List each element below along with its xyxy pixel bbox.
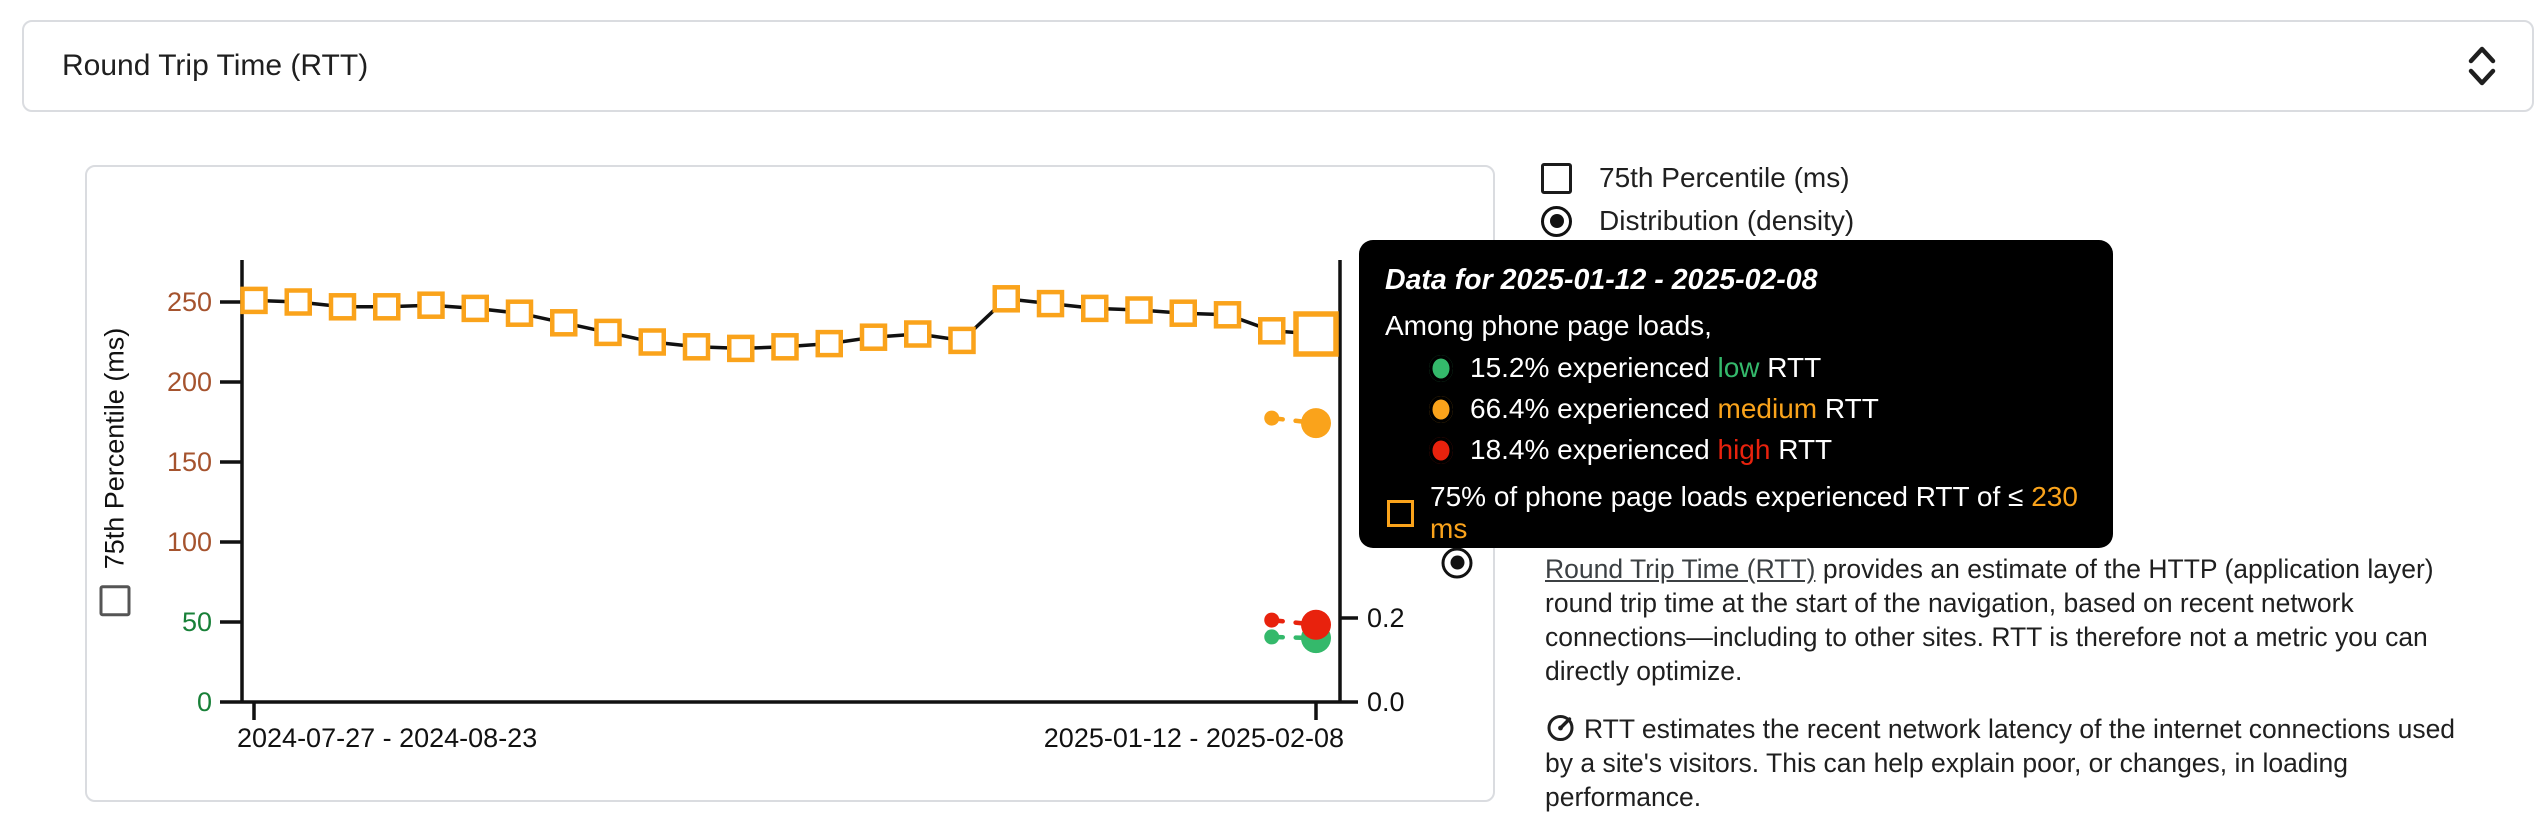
x-axis-label-start: 2024-07-27 - 2024-08-23 xyxy=(237,723,537,753)
left-axis-tick-label: 150 xyxy=(167,447,212,477)
rtt-marker[interactable] xyxy=(815,329,843,358)
rtt-marker[interactable] xyxy=(550,309,578,337)
tooltip-row-medium: 66.4% experienced medium RTT xyxy=(1429,393,2089,425)
rtt-marker[interactable] xyxy=(948,326,976,355)
tooltip-row-low: 15.2% experienced low RTT xyxy=(1429,352,2089,384)
rtt-marker[interactable] xyxy=(727,334,755,363)
tooltip-subtitle: Among phone page loads, xyxy=(1385,310,1712,341)
rtt-marker[interactable] xyxy=(682,333,711,361)
left-axis-tick-label: 200 xyxy=(167,367,212,397)
right-axis-tick-label: 0.2 xyxy=(1367,603,1405,633)
legend-item-percentile[interactable]: 75th Percentile (ms) xyxy=(1541,162,1854,194)
metric-select-value: Round Trip Time (RTT) xyxy=(62,49,369,82)
rtt-marker[interactable] xyxy=(417,291,445,319)
legend-item-distribution[interactable]: Distribution (density) xyxy=(1541,205,1854,237)
left-axis-title: 75th Percentile (ms) xyxy=(99,327,131,617)
right-axis-tick-label: 0.0 xyxy=(1367,687,1405,717)
rtt-marker[interactable] xyxy=(373,293,401,321)
radio-selected-icon[interactable] xyxy=(1541,205,1572,237)
rtt-marker[interactable] xyxy=(771,333,799,361)
rtt-marker[interactable] xyxy=(1169,299,1197,327)
density-point-high[interactable] xyxy=(1264,612,1280,628)
description-paragraph-2: RTT estimates the recent network latency… xyxy=(1545,714,2456,812)
left-axis-tick-label: 100 xyxy=(167,527,212,557)
left-axis-tick-label: 250 xyxy=(167,287,212,317)
rtt-marker[interactable] xyxy=(505,299,534,327)
density-point-hovered-medium[interactable] xyxy=(1301,408,1331,439)
chart-tooltip: Data for 2025-01-12 - 2025-02-08 Among p… xyxy=(1359,240,2113,548)
chart-card: 0 50 100 150 200 250 0.0 0.2 2024-07-27 - 2024-0… xyxy=(85,165,1495,802)
rtt-marker-hovered[interactable] xyxy=(1293,311,1339,357)
left-axis-title-label: 75th Percentile (ms) xyxy=(99,327,130,570)
rtt-marker[interactable] xyxy=(859,323,888,351)
low-density-dot-icon xyxy=(1429,354,1453,382)
density-radio-icon[interactable] xyxy=(1441,547,1473,579)
x-axis-label-end: 2025-01-12 - 2025-02-08 xyxy=(1044,723,1344,753)
rtt-marker[interactable] xyxy=(992,285,1020,313)
rtt-doc-link[interactable]: Round Trip Time (RTT) xyxy=(1545,554,1816,584)
unfold-more-icon[interactable] xyxy=(2462,43,2502,89)
tooltip-title: Data for 2025-01-12 - 2025-02-08 xyxy=(1385,264,1818,296)
high-density-dot-icon xyxy=(1429,436,1453,464)
legend-label-percentile: 75th Percentile (ms) xyxy=(1599,162,1850,193)
density-point-low[interactable] xyxy=(1264,629,1280,645)
rtt-chart[interactable]: 0 50 100 150 200 250 0.0 0.2 2024-07-27 - 2024-0… xyxy=(87,167,1497,804)
percentile-checkbox-icon[interactable] xyxy=(99,585,131,617)
rtt-marker[interactable] xyxy=(284,288,312,316)
rtt-marker[interactable] xyxy=(904,320,932,348)
legend-label-distribution: Distribution (density) xyxy=(1599,205,1855,236)
rtt-marker[interactable] xyxy=(1036,289,1065,318)
metric-select[interactable]: Round Trip Time (RTT) xyxy=(22,20,2534,112)
rtt-marker[interactable] xyxy=(240,286,268,315)
left-axis-tick-label: 50 xyxy=(182,607,212,637)
gauge-icon xyxy=(1547,715,1574,741)
tooltip-row-threshold: 75% of phone page loads experienced RTT … xyxy=(1387,481,2089,545)
percentile-marker-icon xyxy=(1387,499,1414,527)
description-paragraph-1: Round Trip Time (RTT) provides an estima… xyxy=(1545,554,2434,686)
checkbox-icon[interactable] xyxy=(1541,162,1572,194)
rtt-marker[interactable] xyxy=(638,328,666,356)
rtt-marker[interactable] xyxy=(461,294,489,323)
rtt-marker[interactable] xyxy=(594,318,622,347)
rtt-marker[interactable] xyxy=(1081,294,1109,323)
medium-density-dot-icon xyxy=(1429,395,1453,423)
density-point-hovered-high[interactable] xyxy=(1301,609,1331,640)
left-axis-tick-label: 0 xyxy=(197,687,212,717)
rtt-marker[interactable] xyxy=(1258,317,1286,345)
rtt-marker[interactable] xyxy=(1125,296,1153,324)
rtt-marker[interactable] xyxy=(1213,301,1242,329)
rtt-marker[interactable] xyxy=(328,293,357,321)
density-point-medium[interactable] xyxy=(1264,410,1280,426)
tooltip-row-high: 18.4% experienced high RTT xyxy=(1429,434,2089,466)
chart-legend: 75th Percentile (ms) Distribution (densi… xyxy=(1541,162,1854,237)
metric-description: Round Trip Time (RTT) provides an estima… xyxy=(1545,552,2460,814)
